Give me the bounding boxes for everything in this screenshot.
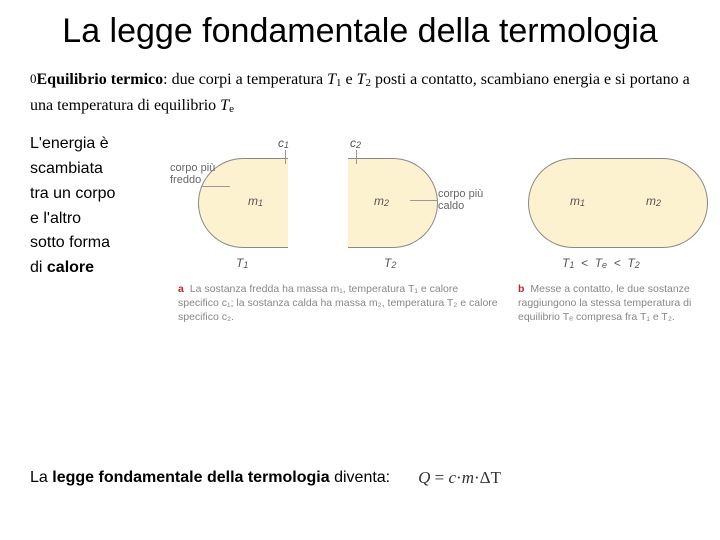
var-T1: T: [327, 71, 336, 88]
caption-a-text: La sostanza fredda ha massa m₁, temperat…: [178, 283, 498, 322]
side-text: L'energia è scambiata tra un corpo e l'a…: [30, 128, 170, 338]
st-l6: di calore: [30, 256, 170, 281]
sub-Te: e: [229, 103, 234, 115]
leader-c1: [285, 150, 286, 164]
ann-cold: corpo più freddo: [170, 162, 230, 186]
label-c1: c1: [278, 136, 289, 150]
bottom-text: La legge fondamentale della termologia d…: [30, 469, 390, 487]
page-title: La legge fondamentale della termologia: [0, 0, 720, 59]
var-Te: T: [220, 97, 229, 114]
intro-strong: Equilibrio termico: [37, 71, 164, 88]
joined-right-icon: [618, 158, 708, 248]
caption-a-tag: a: [178, 283, 184, 295]
ann-hot: corpo più caldo: [438, 188, 498, 212]
label-m1: m1: [248, 194, 263, 208]
leader-c2: [356, 150, 357, 164]
hot-body-icon: [348, 158, 438, 248]
leader-cold: [202, 186, 230, 187]
caption-b: bMesse a contatto, le due sostanze raggi…: [518, 283, 718, 324]
label-T2: T2: [384, 256, 396, 270]
intro-and: e: [341, 71, 356, 88]
mid-row: L'energia è scambiata tra un corpo e l'a…: [0, 118, 720, 338]
bottom-line: La legge fondamentale della termologia d…: [30, 464, 511, 492]
st-l2: scambiata: [30, 157, 170, 182]
label-c2: c2: [350, 136, 361, 150]
caption-a: aLa sostanza fredda ha massa m₁, tempera…: [178, 283, 498, 324]
caption-b-tag: b: [518, 283, 524, 295]
figure-area: c1 c2 m1 m2 corpo più freddo corpo più c…: [178, 128, 702, 338]
st-l5: sotto forma: [30, 231, 170, 256]
label-m1b: m1: [570, 194, 585, 208]
st-l1: L'energia è: [30, 132, 170, 157]
formula: Q = c·m·ΔT: [408, 464, 511, 492]
label-m2b: m2: [646, 194, 661, 208]
label-m2: m2: [374, 194, 389, 208]
st-l4: e l'altro: [30, 207, 170, 232]
leader-hot: [410, 200, 438, 201]
st-l3: tra un corpo: [30, 182, 170, 207]
intro-p1: : due corpi a temperatura: [163, 71, 327, 88]
intro-paragraph: 0Equilibrio termico: due corpi a tempera…: [0, 59, 720, 118]
label-Teq: T1 < Te < T2: [562, 256, 640, 270]
label-T1: T1: [236, 256, 248, 270]
caption-b-text: Messe a contatto, le due sostanze raggiu…: [518, 283, 691, 322]
var-T2: T: [357, 71, 366, 88]
